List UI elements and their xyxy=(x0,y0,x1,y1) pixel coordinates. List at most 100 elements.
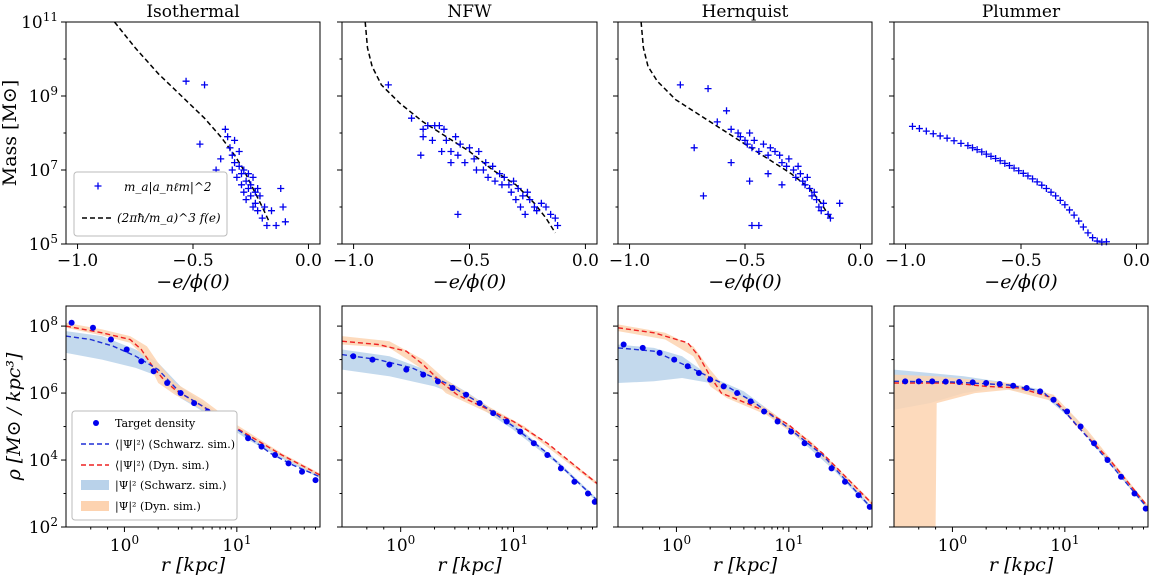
target-point xyxy=(299,468,306,475)
x-tick-label-base: 10 xyxy=(499,536,521,556)
mass-marker xyxy=(505,181,513,189)
x-tick-label-exp: 1 xyxy=(521,533,529,547)
target-point xyxy=(68,319,75,326)
mass-marker xyxy=(1065,206,1073,214)
x-tick-label: −0.5 xyxy=(449,251,490,271)
y-tick-label: 102 xyxy=(29,515,58,538)
x-tick-label: 0.0 xyxy=(572,251,599,271)
target-point xyxy=(591,498,597,505)
x-tick-label: 101 xyxy=(774,533,803,556)
mass-marker xyxy=(254,185,262,192)
y-tick-label-exp: 4 xyxy=(50,448,58,462)
mass-marker xyxy=(973,146,981,154)
distribution-curve xyxy=(640,21,832,219)
target-point xyxy=(544,452,551,459)
target-point xyxy=(815,452,822,459)
target-point xyxy=(272,452,279,459)
mass-marker xyxy=(741,136,749,144)
mass-marker xyxy=(978,148,986,156)
mass-marker xyxy=(231,159,239,167)
mass-marker xyxy=(547,210,555,218)
x-tick-label: −1.0 xyxy=(885,251,926,271)
mass-marker xyxy=(479,166,487,174)
mass-marker xyxy=(815,203,823,211)
mass-marker xyxy=(461,159,469,167)
mass-marker xyxy=(249,203,257,211)
mass-marker xyxy=(247,181,255,189)
mass-marker xyxy=(235,148,243,155)
y-tick-label: 108 xyxy=(29,314,58,337)
mass-marker xyxy=(261,203,269,211)
target-point xyxy=(1091,440,1098,447)
x-tick-label-exp: 0 xyxy=(408,533,416,547)
legend-schwarz-band xyxy=(81,480,109,490)
target-point xyxy=(969,379,976,386)
x-axis-label: −e/ϕ(0) xyxy=(156,271,229,293)
mass-marker xyxy=(789,166,797,174)
distribution-curve xyxy=(113,21,270,223)
plot-area xyxy=(618,324,872,511)
axes-frame xyxy=(341,305,598,528)
mass-marker xyxy=(1010,164,1018,172)
y-tick-label-base: 10 xyxy=(29,384,51,404)
mass-marker xyxy=(447,148,455,155)
target-point xyxy=(855,492,862,499)
mass-marker xyxy=(240,166,248,174)
y-tick-label: 109 xyxy=(29,84,58,107)
mass-marker xyxy=(1005,162,1013,170)
mass-marker xyxy=(764,151,772,159)
x-tick-label: −1.0 xyxy=(609,251,650,271)
target-point xyxy=(842,478,849,485)
x-axis-label: r [kpc] xyxy=(989,554,1054,576)
mass-marker xyxy=(785,155,793,163)
mass-marker xyxy=(1070,211,1078,219)
mass-marker xyxy=(537,199,545,207)
mass-marker xyxy=(551,214,559,222)
mass-marker xyxy=(817,207,825,215)
x-tick-label: 100 xyxy=(110,533,139,556)
y-tick-label: 104 xyxy=(29,448,59,471)
x-tick-label-base: 10 xyxy=(662,536,684,556)
mass-marker xyxy=(263,222,271,229)
schwarz-mean-line xyxy=(894,380,1148,510)
x-tick-label: 0.0 xyxy=(847,251,874,271)
mass-marker xyxy=(281,218,289,226)
mass-legend: m_a|a_nℓm|^2 (2πħ/m_a)^3 f(e) xyxy=(73,171,228,237)
mass-marker xyxy=(519,192,527,200)
mass-panel-hernquist: Hernquist −1.0 −0.5 0.0 −e/ϕ(0) xyxy=(609,2,874,293)
target-point xyxy=(369,356,376,363)
target-point xyxy=(902,378,909,385)
target-point xyxy=(983,380,990,387)
mass-marker xyxy=(982,150,990,158)
target-point xyxy=(1118,473,1125,480)
mass-marker xyxy=(727,159,735,167)
legend-label-dyn-band: |Ψ|² (Dyn. sim.) xyxy=(115,500,201,514)
y-axis-label: Mass [M⊙] xyxy=(0,80,21,187)
target-point xyxy=(695,369,702,376)
target-point xyxy=(476,400,483,407)
mass-marker xyxy=(936,132,944,140)
target-point xyxy=(1104,457,1111,464)
target-point xyxy=(191,400,198,407)
y-tick-label-base: 10 xyxy=(29,87,51,107)
legend-label-markers: m_a|a_nℓm|^2 xyxy=(124,180,212,194)
mass-marker xyxy=(470,155,478,163)
target-point xyxy=(774,418,781,425)
mass-marker xyxy=(435,122,443,130)
mass-marker xyxy=(813,196,821,204)
x-tick-label-base: 10 xyxy=(774,536,796,556)
target-point xyxy=(761,408,768,415)
target-point xyxy=(386,361,393,368)
mass-marker xyxy=(964,142,972,150)
target-point xyxy=(1064,408,1071,415)
x-tick-label-exp: 0 xyxy=(959,533,967,547)
mass-marker xyxy=(1015,167,1023,175)
target-point xyxy=(1037,388,1044,395)
mass-marker xyxy=(766,144,774,152)
y-axis-label: ρ [M⊙ / kpc³] xyxy=(3,352,25,481)
y-tick-label-exp: 9 xyxy=(50,84,58,98)
target-point xyxy=(1023,385,1030,392)
mass-marker xyxy=(996,157,1004,165)
mass-marker xyxy=(512,196,520,204)
